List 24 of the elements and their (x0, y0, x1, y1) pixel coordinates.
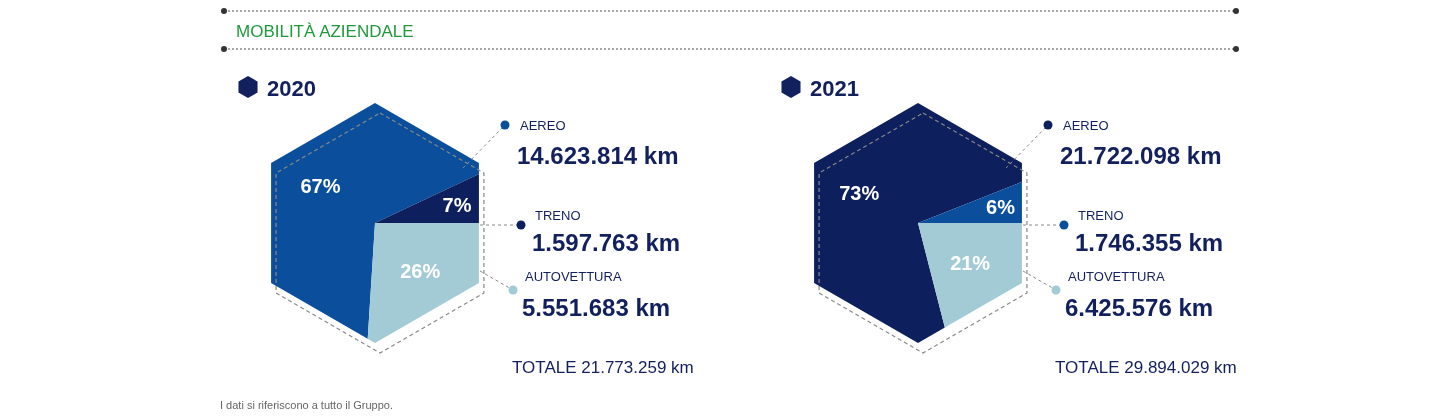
text: 1.746.355 km (1075, 229, 1224, 256)
data-label: 6% (986, 196, 1016, 219)
data-label: 26% (400, 260, 441, 283)
category-label: TRENO (535, 208, 581, 223)
category-label: TRENO (1078, 208, 1124, 223)
text: TOTALE 21.773.259 km (512, 358, 694, 377)
text: 2020 (267, 76, 316, 101)
text: TOTALE 29.894.029 km (1055, 358, 1237, 377)
data-label: 21% (950, 252, 991, 275)
category-label: AUTOVETTURA (1068, 269, 1165, 284)
text: 21.722.098 km (1060, 142, 1222, 169)
text: 5.551.683 km (522, 294, 671, 321)
data-label: 67% (300, 174, 341, 197)
category-label: AEREO (520, 118, 566, 133)
text: 2021 (810, 76, 859, 101)
text: I dati si riferiscono a tutto il Gruppo. (220, 399, 394, 411)
data-label: 7% (442, 193, 472, 216)
category-label: AEREO (1063, 118, 1109, 133)
category-label: AUTOVETTURA (525, 269, 622, 284)
text: MOBILITÀ AZIENDALE (236, 22, 414, 41)
text: 14.623.814 km (517, 142, 679, 169)
text: 1.597.763 km (532, 229, 681, 256)
text: 6.425.576 km (1065, 294, 1214, 321)
data-label: 73% (839, 182, 880, 205)
